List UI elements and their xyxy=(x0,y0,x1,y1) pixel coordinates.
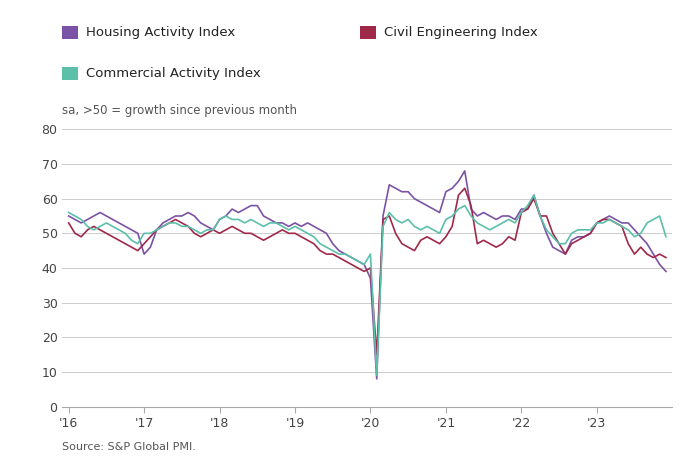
Text: Source: S&P Global PMI.: Source: S&P Global PMI. xyxy=(62,443,196,452)
Text: Housing Activity Index: Housing Activity Index xyxy=(86,26,235,39)
Text: Commercial Activity Index: Commercial Activity Index xyxy=(86,67,261,80)
Text: Civil Engineering Index: Civil Engineering Index xyxy=(384,26,538,39)
Text: sa, >50 = growth since previous month: sa, >50 = growth since previous month xyxy=(62,104,297,117)
